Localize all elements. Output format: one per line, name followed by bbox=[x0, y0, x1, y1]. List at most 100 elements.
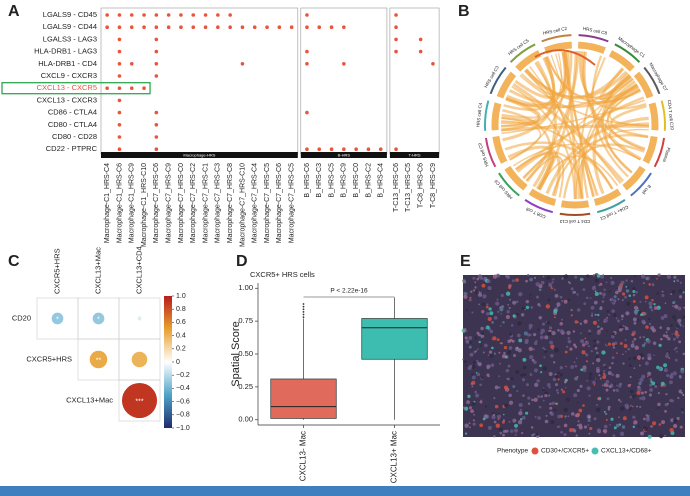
cell bbox=[615, 388, 619, 392]
cell bbox=[596, 340, 600, 344]
inner-arc bbox=[492, 135, 508, 164]
outlier bbox=[302, 311, 305, 313]
outer-arc bbox=[614, 43, 641, 63]
cell bbox=[606, 316, 609, 319]
cell bbox=[676, 279, 679, 282]
cell bbox=[463, 291, 467, 296]
cell bbox=[469, 341, 473, 344]
dot bbox=[191, 13, 196, 17]
cell bbox=[468, 422, 471, 425]
dot bbox=[289, 25, 294, 30]
cell bbox=[659, 326, 663, 330]
colorbar-tick-label: 0.4 bbox=[176, 332, 186, 339]
cell bbox=[487, 425, 492, 430]
dot bbox=[154, 123, 159, 127]
cell bbox=[641, 396, 646, 401]
cell bbox=[468, 335, 473, 340]
outer-arc bbox=[484, 100, 490, 131]
y-tick-label: 0.25 bbox=[238, 382, 253, 391]
cell bbox=[534, 415, 537, 418]
cell bbox=[515, 370, 520, 374]
cell bbox=[657, 391, 660, 395]
cell bbox=[641, 374, 646, 379]
cell bbox=[639, 405, 642, 408]
facet-label: T-HRS bbox=[409, 153, 421, 158]
cell bbox=[645, 414, 648, 417]
cell bbox=[524, 340, 529, 345]
cell bbox=[516, 333, 521, 338]
cell bbox=[669, 374, 674, 379]
cell bbox=[625, 311, 630, 316]
cell bbox=[673, 300, 676, 304]
dot bbox=[216, 25, 220, 30]
cell bbox=[588, 345, 590, 348]
row-label: LGALS9 - CD44 bbox=[43, 22, 97, 31]
cell bbox=[639, 300, 642, 303]
cell bbox=[659, 434, 664, 439]
cell bbox=[492, 274, 498, 279]
cell bbox=[678, 340, 682, 344]
cell bbox=[553, 288, 556, 291]
cell bbox=[590, 314, 594, 317]
cell bbox=[618, 416, 620, 419]
cell bbox=[675, 324, 681, 329]
cell bbox=[464, 432, 468, 435]
cell bbox=[645, 417, 650, 422]
cell bbox=[560, 388, 564, 391]
cell bbox=[508, 306, 511, 310]
cell bbox=[542, 366, 548, 371]
cell bbox=[583, 319, 588, 324]
cell bbox=[564, 350, 568, 354]
cell bbox=[574, 364, 578, 368]
cell bbox=[548, 394, 551, 397]
cell bbox=[520, 373, 524, 377]
dot bbox=[394, 147, 398, 151]
cell bbox=[657, 402, 661, 407]
colorbar-tick-label: 0 bbox=[176, 359, 180, 366]
cell bbox=[653, 303, 656, 306]
cell bbox=[622, 324, 625, 327]
cell bbox=[557, 371, 561, 374]
cell bbox=[533, 360, 537, 365]
dot bbox=[394, 37, 398, 42]
cell bbox=[543, 356, 546, 359]
cell bbox=[509, 429, 514, 433]
dot bbox=[117, 123, 122, 127]
cell bbox=[670, 293, 673, 296]
cell bbox=[665, 331, 668, 334]
cell bbox=[517, 321, 522, 326]
cell bbox=[553, 308, 558, 314]
cell bbox=[601, 350, 606, 355]
column-label: B_HRS-C2 bbox=[365, 163, 372, 198]
cell bbox=[633, 309, 638, 315]
cell bbox=[478, 340, 481, 344]
cell bbox=[641, 343, 646, 348]
cell bbox=[548, 282, 553, 287]
outlier bbox=[302, 305, 305, 308]
column-label: Macrophage-C7_HRS-C2 bbox=[190, 163, 197, 243]
cell bbox=[527, 273, 530, 277]
cell bbox=[530, 306, 534, 309]
cell bbox=[593, 300, 598, 305]
y-tick-label: 0.75 bbox=[238, 316, 253, 325]
cell bbox=[639, 397, 642, 400]
chord bbox=[551, 134, 649, 196]
cell bbox=[514, 423, 519, 428]
cell bbox=[641, 319, 646, 324]
cell bbox=[537, 416, 541, 420]
dot bbox=[252, 25, 257, 30]
cell bbox=[671, 333, 674, 335]
cell bbox=[669, 427, 674, 433]
cell bbox=[672, 423, 678, 429]
cell bbox=[677, 318, 682, 323]
cell bbox=[634, 345, 639, 350]
cell bbox=[487, 316, 492, 322]
cell bbox=[679, 376, 682, 379]
cell bbox=[516, 346, 519, 349]
cell bbox=[650, 325, 655, 331]
cell bbox=[610, 280, 615, 285]
segment-label: HRS cell C8 bbox=[583, 26, 608, 36]
cell bbox=[597, 397, 601, 401]
cell bbox=[621, 299, 624, 302]
cell bbox=[647, 357, 650, 360]
